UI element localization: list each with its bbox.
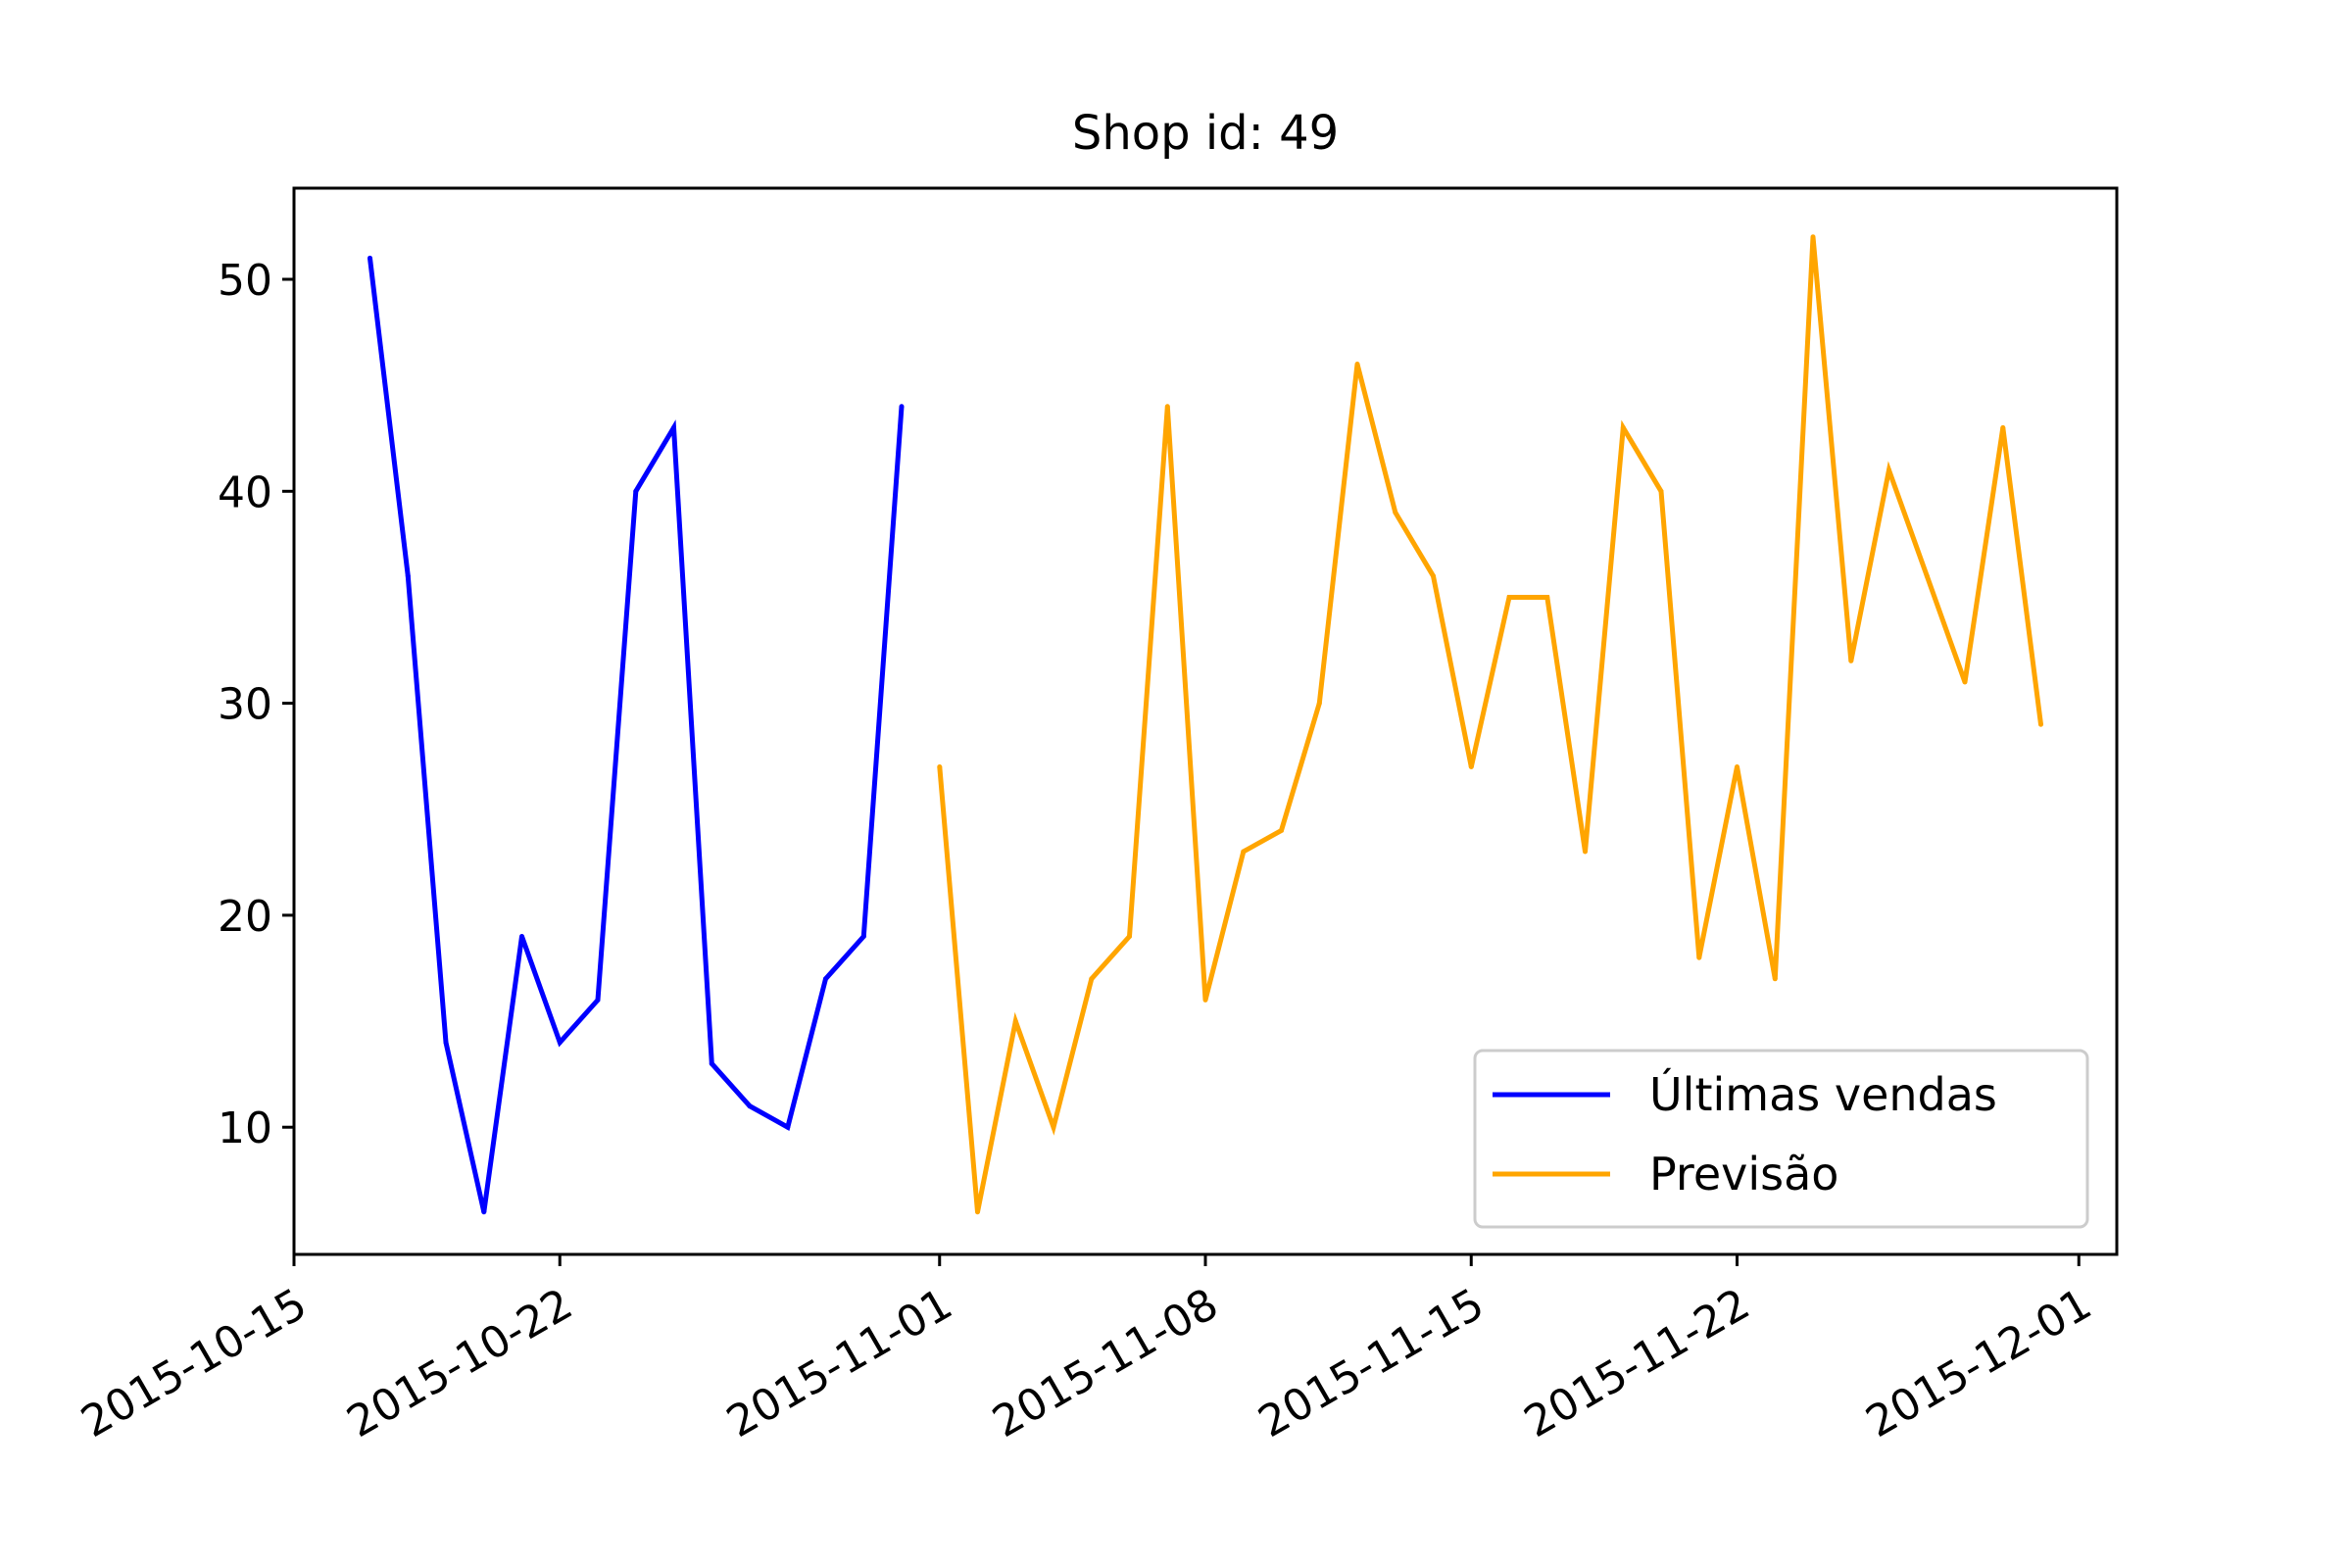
data-point-previsao xyxy=(1924,573,1930,579)
data-point-previsao xyxy=(1848,658,1854,663)
y-tick-label: 20 xyxy=(218,892,272,942)
x-tick-label: 2015-11-01 xyxy=(718,1279,960,1447)
data-point-ultimas-vendas xyxy=(519,934,524,939)
data-point-previsao xyxy=(1164,404,1170,410)
data-point-ultimas-vendas xyxy=(709,1060,714,1066)
data-point-previsao xyxy=(937,764,943,769)
series-layer xyxy=(368,234,2043,1215)
data-point-ultimas-vendas xyxy=(443,1040,449,1046)
data-point-previsao xyxy=(1506,595,1512,600)
data-point-previsao xyxy=(975,1209,980,1215)
data-point-previsao xyxy=(1012,1018,1018,1024)
data-point-ultimas-vendas xyxy=(405,573,411,579)
data-point-previsao xyxy=(2000,424,2006,430)
data-point-previsao xyxy=(1620,424,1626,430)
data-point-previsao xyxy=(1127,934,1132,939)
x-tick-label: 2015-11-15 xyxy=(1250,1279,1493,1447)
legend: Últimas vendas Previsão xyxy=(1473,1049,2089,1229)
legend-label-ultimas-vendas: Últimas vendas xyxy=(1649,1068,1997,1121)
data-point-previsao xyxy=(1089,976,1095,982)
data-point-previsao xyxy=(1810,234,1816,240)
x-tick-label: 2015-10-22 xyxy=(339,1279,581,1447)
data-point-ultimas-vendas xyxy=(633,488,639,494)
data-point-previsao xyxy=(1962,679,1968,685)
data-point-ultimas-vendas xyxy=(557,1040,563,1046)
data-point-ultimas-vendas xyxy=(368,255,372,261)
data-point-previsao xyxy=(1735,764,1740,769)
x-tick-label: 2015-11-08 xyxy=(985,1279,1227,1447)
series-line-previsao xyxy=(937,236,2043,1213)
y-tick-label: 50 xyxy=(218,256,272,306)
legend-label-previsao: Previsão xyxy=(1649,1148,1838,1200)
y-tick-label: 10 xyxy=(218,1103,272,1153)
y-tick-label: 40 xyxy=(218,467,272,517)
data-point-previsao xyxy=(1544,595,1550,600)
data-point-ultimas-vendas xyxy=(671,424,676,430)
data-point-previsao xyxy=(1202,997,1208,1003)
data-point-ultimas-vendas xyxy=(785,1124,791,1130)
data-point-previsao xyxy=(1468,764,1474,769)
data-point-previsao xyxy=(1393,510,1398,515)
data-point-previsao xyxy=(1051,1124,1056,1130)
series-line-ultimas-vendas xyxy=(368,258,905,1213)
data-point-previsao xyxy=(1772,976,1778,982)
x-tick-label: 2015-10-15 xyxy=(74,1279,316,1447)
chart-title: Shop id: 49 xyxy=(1072,106,1339,161)
data-point-previsao xyxy=(1354,362,1360,367)
data-point-previsao xyxy=(1696,955,1702,960)
data-point-ultimas-vendas xyxy=(747,1103,753,1109)
axis-layer: 10 20 30 40 50 2015-10-15 2015-10-22 2015-11-01… xyxy=(74,256,2100,1447)
data-point-ultimas-vendas xyxy=(860,934,866,939)
data-point-ultimas-vendas xyxy=(481,1209,487,1215)
data-point-previsao xyxy=(1241,849,1247,855)
y-tick-label: 30 xyxy=(218,680,272,730)
data-point-previsao xyxy=(1316,701,1322,707)
data-point-previsao xyxy=(1279,827,1284,833)
data-point-previsao xyxy=(2038,721,2043,727)
data-point-ultimas-vendas xyxy=(595,997,601,1003)
data-point-previsao xyxy=(1431,573,1436,579)
data-point-ultimas-vendas xyxy=(823,976,828,982)
data-point-ultimas-vendas xyxy=(899,404,905,410)
data-point-previsao xyxy=(1658,488,1664,494)
x-tick-label: 2015-12-01 xyxy=(1858,1279,2100,1447)
legend-box xyxy=(1473,1049,2089,1229)
data-point-previsao xyxy=(1886,467,1891,473)
data-point-previsao xyxy=(1583,849,1588,855)
x-tick-label: 2015-11-22 xyxy=(1516,1279,1758,1447)
